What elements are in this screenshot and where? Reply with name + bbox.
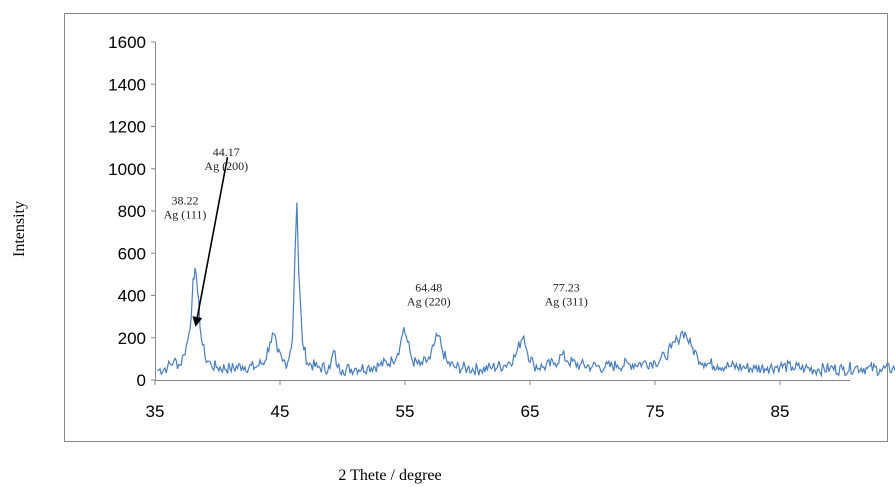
y-tick-label: 600 — [118, 244, 146, 263]
peak-position-label: 44.17 — [213, 145, 240, 159]
y-tick-label: 400 — [118, 287, 146, 306]
y-tick-label: 1600 — [108, 33, 146, 52]
series-group — [157, 202, 895, 378]
x-tick-label: 55 — [396, 402, 415, 421]
y-tick-label: 1000 — [108, 160, 146, 179]
peak-position-label: 38.22 — [172, 194, 199, 208]
y-tick-label: 1400 — [108, 75, 146, 94]
x-axis-title: 2 Thete / degree — [338, 467, 441, 484]
y-ticks: 0 200 400 600 800 1000 1200 1400 1600 — [108, 33, 155, 390]
y-tick-label: 0 — [137, 371, 146, 390]
x-tick-label: 75 — [646, 402, 665, 421]
peak-plane-label: Ag (111) — [164, 208, 207, 222]
x-tick-label: 45 — [271, 402, 290, 421]
y-tick-label: 800 — [118, 202, 146, 221]
y-axis-title: Intensity — [11, 201, 28, 257]
annotation-arrow — [192, 156, 229, 327]
chart-border — [64, 13, 888, 442]
y-tick-label: 1200 — [108, 118, 146, 137]
y-tick-label: 200 — [118, 329, 146, 348]
x-ticks: 35455565758595 — [146, 380, 790, 421]
annotation-arrow-line — [192, 156, 229, 327]
x-tick-label: 85 — [771, 402, 790, 421]
x-tick-label: 35 — [146, 402, 165, 421]
peak-plane-label: Ag (311) — [545, 294, 588, 308]
peak-plane-label: Ag (220) — [407, 294, 451, 308]
x-tick-label: 65 — [521, 402, 540, 421]
peak-position-label: 77.23 — [553, 280, 580, 294]
peak-position-label: 64.48 — [415, 280, 442, 294]
series-line — [157, 202, 895, 378]
